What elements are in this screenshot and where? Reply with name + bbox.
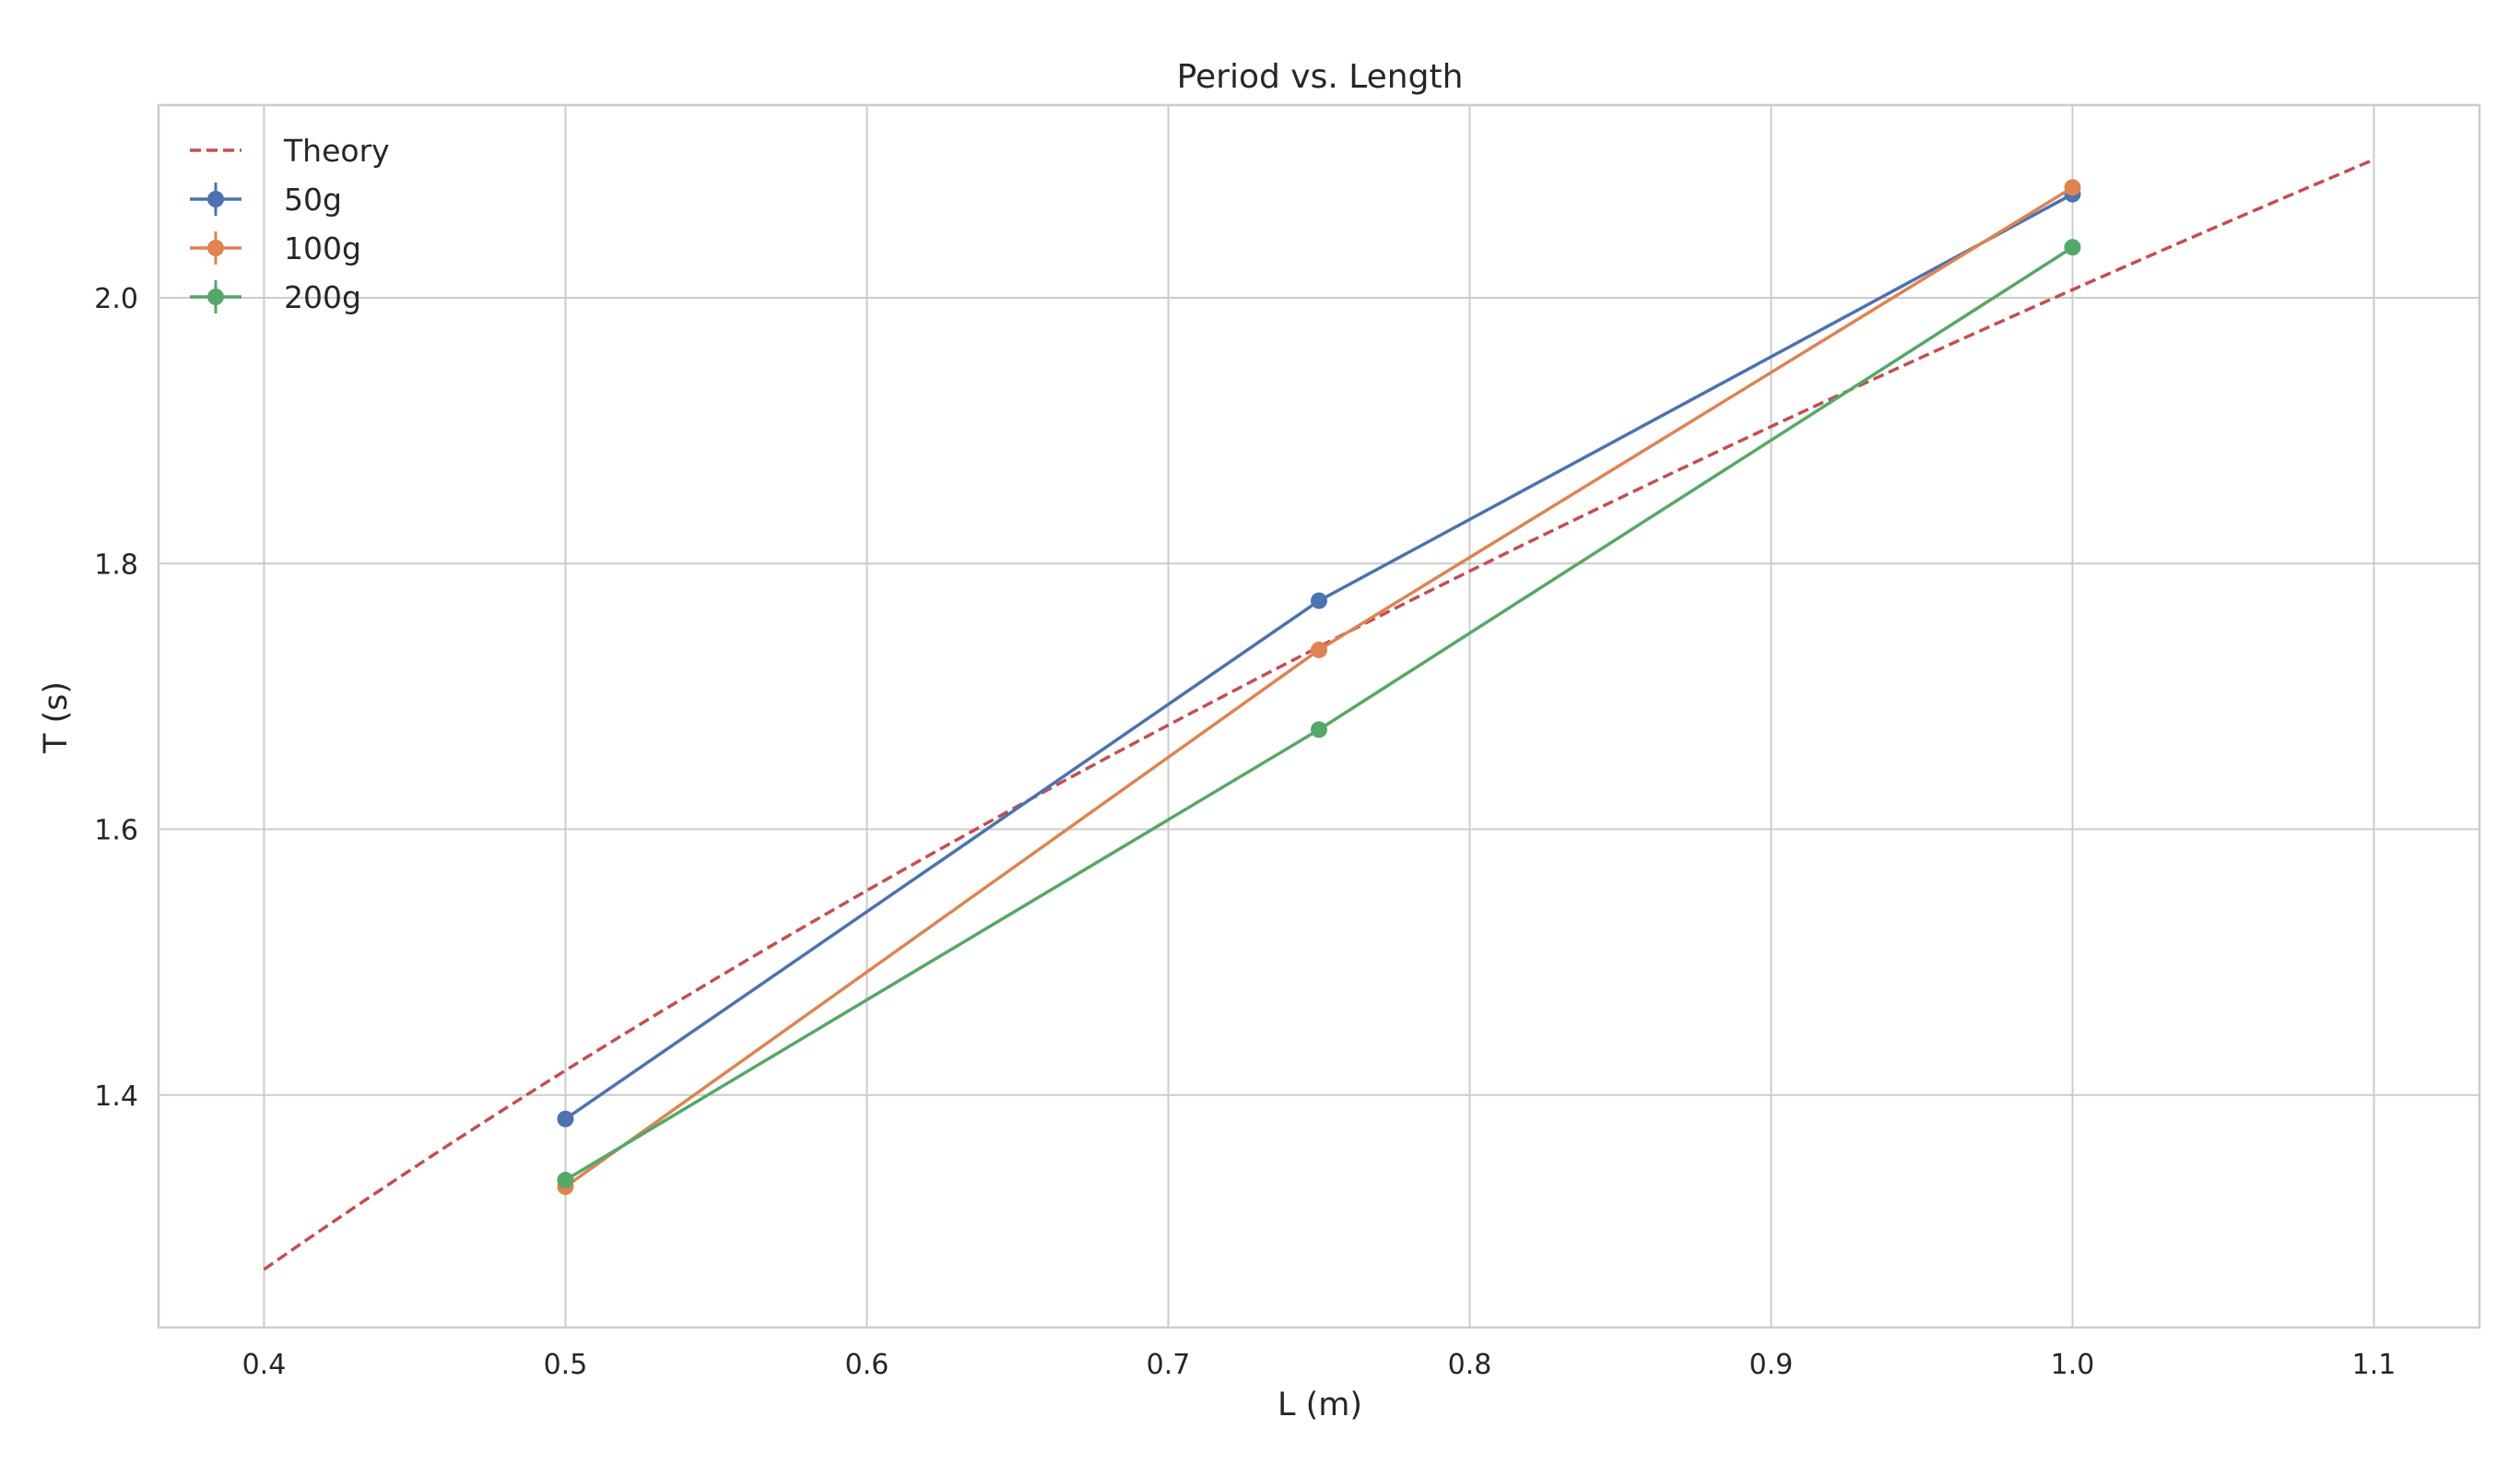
theory-line [263, 158, 2375, 1271]
legend-marker-50g [207, 191, 224, 207]
x-tick-label: 1.0 [2051, 1349, 2095, 1381]
y-tick-label: 1.6 [94, 815, 138, 847]
data-point-50g [1311, 592, 1327, 609]
legend-theory-label: Theory [283, 133, 390, 169]
chart-title: Period vs. Length [1177, 58, 1464, 96]
data-point-100g [2064, 179, 2081, 196]
x-tick-label: 0.7 [1147, 1349, 1191, 1381]
x-tick-label: 0.5 [544, 1349, 588, 1381]
y-tick-label: 1.4 [94, 1080, 138, 1113]
data-point-200g [2064, 239, 2081, 256]
legend: Theory 50g 100g 200g [190, 133, 390, 315]
y-axis-label: T (s) [38, 681, 75, 754]
legend-marker-100g [207, 240, 224, 256]
data-point-50g [557, 1110, 574, 1128]
x-tick-label: 0.4 [242, 1349, 287, 1381]
legend-label-50g: 50g [284, 182, 342, 218]
grid [159, 105, 2479, 1328]
axes-frame [157, 103, 2481, 1329]
legend-label-100g: 100g [284, 230, 361, 266]
x-axis-ticks: 0.4 0.5 0.6 0.7 0.8 0.9 1.0 1.1 [242, 1349, 2396, 1381]
x-tick-label: 1.1 [2352, 1349, 2396, 1381]
y-tick-label: 1.8 [94, 549, 138, 581]
data-point-100g [1311, 641, 1327, 658]
x-tick-label: 0.8 [1448, 1349, 1492, 1381]
y-tick-label: 2.0 [94, 283, 138, 315]
x-axis-label: L (m) [1278, 1387, 1362, 1423]
plot-area [263, 158, 2375, 1271]
legend-label-200g: 200g [284, 279, 361, 315]
data-point-200g [1311, 721, 1327, 738]
x-tick-label: 0.6 [845, 1349, 889, 1381]
x-tick-label: 0.9 [1749, 1349, 1794, 1381]
y-axis-ticks: 1.4 1.6 1.8 2.0 [94, 283, 138, 1113]
axes-border [157, 103, 2481, 1329]
data-point-200g [557, 1172, 574, 1189]
legend-marker-200g [207, 289, 224, 305]
